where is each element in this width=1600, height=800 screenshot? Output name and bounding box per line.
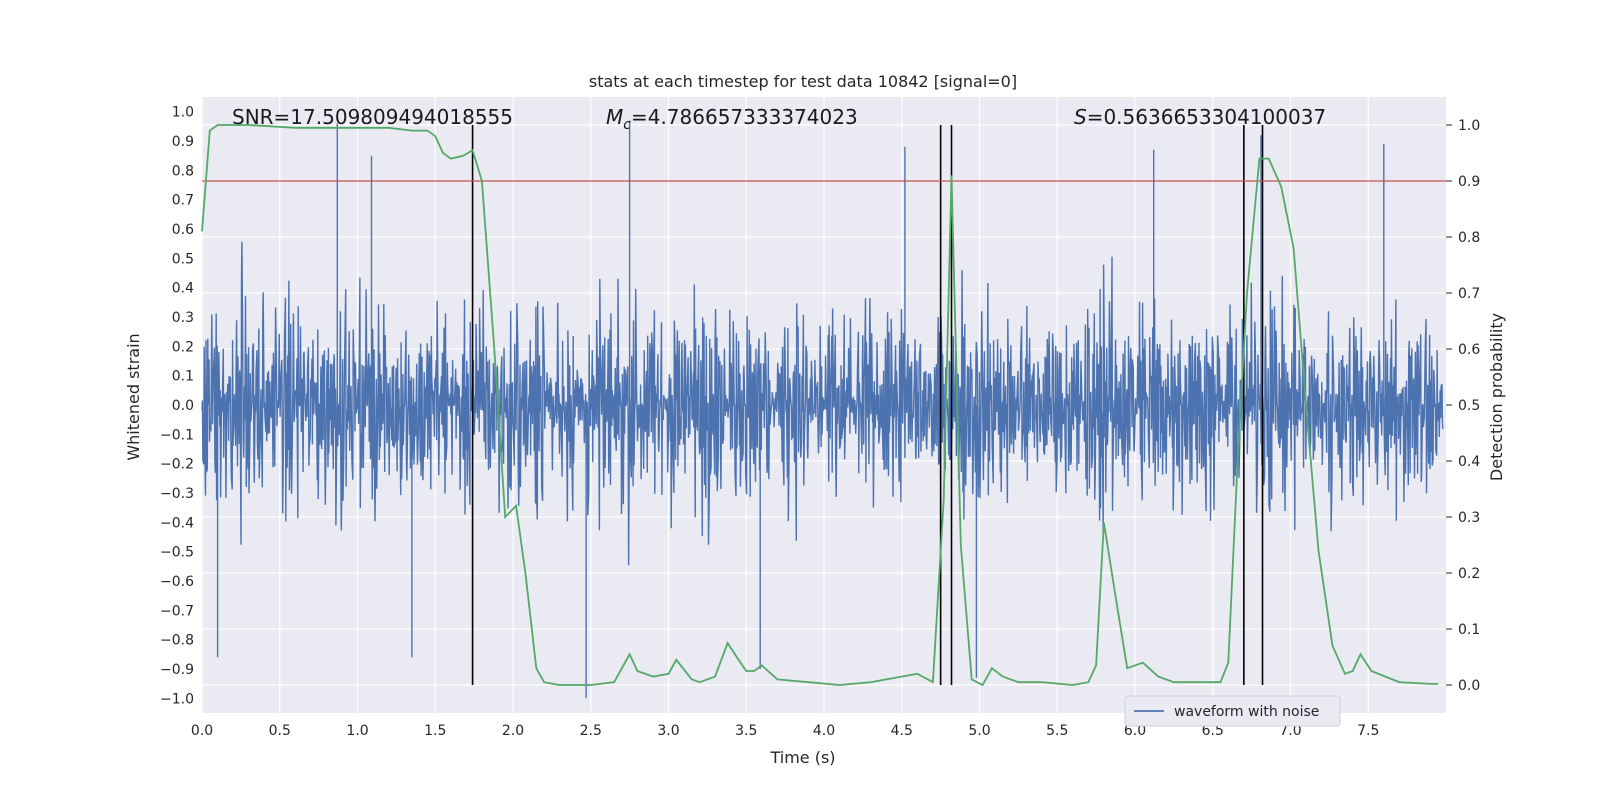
chirp-mass-subscript: c (623, 117, 631, 133)
left-tick-label: −0.5 (160, 545, 194, 561)
legend: waveform with noise (1124, 695, 1341, 727)
chirp-mass-symbol: M (606, 105, 623, 129)
plot-content (201, 120, 1446, 699)
left-tick-label: 0.9 (172, 134, 194, 150)
x-tick-label: 2.5 (580, 723, 602, 739)
left-tick-label: −0.7 (160, 603, 194, 619)
chirp-mass-annotation: Mc=4.786657333374023 (606, 105, 858, 133)
right-tick-label: 0.0 (1458, 678, 1480, 694)
right-tick-label: 0.9 (1458, 174, 1480, 190)
left-tick-label: 1.0 (172, 105, 194, 121)
left-tick-label: −0.2 (160, 457, 194, 473)
left-tick-label: −0.6 (160, 574, 194, 590)
left-tick-label: 0.8 (172, 163, 194, 179)
waveform-series (201, 120, 1444, 699)
left-axis-ticks: 1.0 0.9 0.8 0.7 0.6 0.5 0.4 0.3 0.2 0.1 0.0 −0.1 −0.… (160, 105, 194, 708)
right-tick-label: 1.0 (1458, 118, 1480, 134)
right-axis-label: Detection probability (1487, 313, 1506, 481)
x-tick-label: 0.5 (269, 723, 291, 739)
spin-annotation: S=0.5636653304100037 (1074, 105, 1326, 129)
right-tick-label: 0.8 (1458, 230, 1480, 246)
left-tick-label: 0.7 (172, 193, 194, 209)
snr-annotation: SNR=17.509809494018555 (232, 105, 513, 129)
x-tick-label: 3.0 (657, 723, 679, 739)
x-axis-ticks: 0.0 0.5 1.0 1.5 2.0 2.5 3.0 3.5 4.0 4.5 5.0 5.5 6.0 6… (191, 723, 1380, 739)
left-tick-label: 0.4 (172, 281, 194, 297)
left-tick-label: −0.9 (160, 662, 194, 678)
legend-box (1124, 695, 1341, 727)
x-tick-label: 7.0 (1279, 723, 1301, 739)
x-tick-label: 6.5 (1202, 723, 1224, 739)
left-tick-label: 0.6 (172, 222, 194, 238)
left-tick-label: −1.0 (160, 691, 194, 707)
x-tick-label: 0.0 (191, 723, 213, 739)
left-tick-label: −0.4 (160, 515, 194, 531)
left-tick-label: 0.1 (172, 369, 194, 385)
left-tick-label: −0.8 (160, 633, 194, 649)
x-tick-label: 2.0 (502, 723, 524, 739)
left-tick-label: 0.3 (172, 310, 194, 326)
right-tick-label: 0.1 (1458, 622, 1480, 638)
right-tick-label: 0.6 (1458, 342, 1480, 358)
x-tick-label: 6.0 (1124, 723, 1146, 739)
x-tick-label: 5.0 (968, 723, 990, 739)
x-tick-label: 4.0 (813, 723, 835, 739)
left-tick-label: 0.2 (172, 339, 194, 355)
legend-waveform-label: waveform with noise (1174, 704, 1319, 720)
chirp-mass-value: =4.786657333374023 (631, 105, 858, 129)
trigger-lines (471, 125, 1264, 685)
left-tick-label: 0.0 (172, 398, 194, 414)
left-axis-label: Whitened strain (124, 333, 143, 460)
right-tick-label: 0.4 (1458, 454, 1480, 470)
right-axis-ticks: 1.0 0.9 0.8 0.7 0.6 0.5 0.4 0.3 0.2 0.1 0.0 (1446, 118, 1480, 694)
x-tick-label: 1.0 (346, 723, 368, 739)
left-tick-label: 0.5 (172, 251, 194, 267)
chart-title: stats at each timestep for test data 108… (589, 72, 1017, 91)
right-tick-label: 0.7 (1458, 286, 1480, 302)
x-axis-label: Time (s) (769, 748, 835, 767)
x-tick-label: 7.5 (1357, 723, 1379, 739)
right-tick-label: 0.2 (1458, 566, 1480, 582)
right-tick-label: 0.5 (1458, 398, 1480, 414)
x-tick-label: 5.5 (1046, 723, 1068, 739)
right-tick-label: 0.3 (1458, 510, 1480, 526)
x-tick-label: 1.5 (424, 723, 446, 739)
left-tick-label: −0.1 (160, 427, 194, 443)
spin-value: =0.5636653304100037 (1087, 105, 1326, 129)
x-tick-label: 3.5 (735, 723, 757, 739)
x-tick-label: 4.5 (891, 723, 913, 739)
detection-probability-series (201, 124, 1439, 687)
spin-symbol: S (1074, 105, 1087, 129)
left-tick-label: −0.3 (160, 486, 194, 502)
